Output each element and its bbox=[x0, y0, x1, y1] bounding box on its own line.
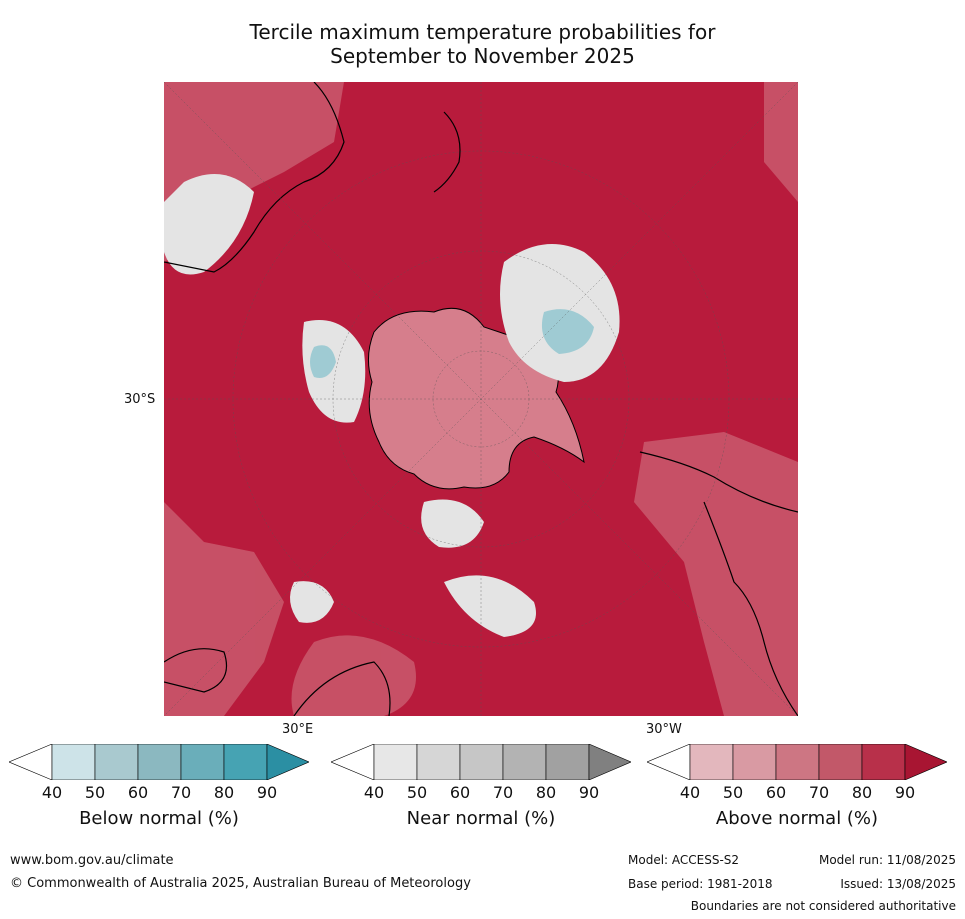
tick: 50 bbox=[406, 783, 428, 802]
base-period-text: Base period: 1981-2018 bbox=[628, 877, 773, 891]
website-link[interactable]: www.bom.gov.au/climate bbox=[10, 853, 174, 868]
legend-label-below: Below normal (%) bbox=[79, 808, 239, 829]
tick: 50 bbox=[722, 783, 744, 802]
coastlines bbox=[164, 82, 798, 716]
boundaries-disclaimer: Boundaries are not considered authoritat… bbox=[690, 899, 956, 913]
tick: 90 bbox=[256, 783, 278, 802]
colorbar-above-ticks: 40 50 60 70 80 90 bbox=[647, 783, 947, 803]
copyright-text: © Commonwealth of Australia 2025, Austra… bbox=[10, 876, 471, 891]
tick: 70 bbox=[808, 783, 830, 802]
tick: 80 bbox=[535, 783, 557, 802]
tick: 80 bbox=[213, 783, 235, 802]
tick: 50 bbox=[84, 783, 106, 802]
model-text: Model: ACCESS-S2 bbox=[628, 853, 740, 867]
tick: 80 bbox=[851, 783, 873, 802]
tick: 60 bbox=[127, 783, 149, 802]
probability-map bbox=[164, 82, 798, 716]
tick: 70 bbox=[492, 783, 514, 802]
chart-title: Tercile maximum temperature probabilitie… bbox=[0, 20, 965, 68]
map-canvas bbox=[164, 82, 798, 716]
tick: 40 bbox=[363, 783, 385, 802]
title-line-1: Tercile maximum temperature probabilitie… bbox=[249, 20, 716, 44]
model-run-text: Model run: 11/08/2025 bbox=[818, 853, 956, 867]
issued-text: Issued: 13/08/2025 bbox=[840, 877, 956, 891]
legend-label-above: Above normal (%) bbox=[715, 808, 879, 829]
graticule bbox=[164, 82, 798, 716]
title-line-2: September to November 2025 bbox=[330, 44, 635, 68]
tick: 40 bbox=[41, 783, 63, 802]
legend-label-near: Near normal (%) bbox=[406, 808, 556, 829]
tick: 60 bbox=[449, 783, 471, 802]
tick: 40 bbox=[679, 783, 701, 802]
colorbar-above bbox=[647, 744, 947, 780]
below-normal-patches bbox=[310, 309, 594, 378]
colorbar-near-ticks: 40 50 60 70 80 90 bbox=[331, 783, 631, 803]
lat-label-30s: 30°S bbox=[124, 392, 156, 407]
tick: 90 bbox=[578, 783, 600, 802]
lon-label-30e: 30°E bbox=[282, 722, 314, 737]
tick: 60 bbox=[765, 783, 787, 802]
tick: 90 bbox=[894, 783, 916, 802]
lon-label-30w: 30°W bbox=[646, 722, 682, 737]
colorbar-near bbox=[331, 744, 631, 780]
colorbar-below bbox=[9, 744, 309, 780]
tick: 70 bbox=[170, 783, 192, 802]
colorbar-below-ticks: 40 50 60 70 80 90 bbox=[9, 783, 309, 803]
